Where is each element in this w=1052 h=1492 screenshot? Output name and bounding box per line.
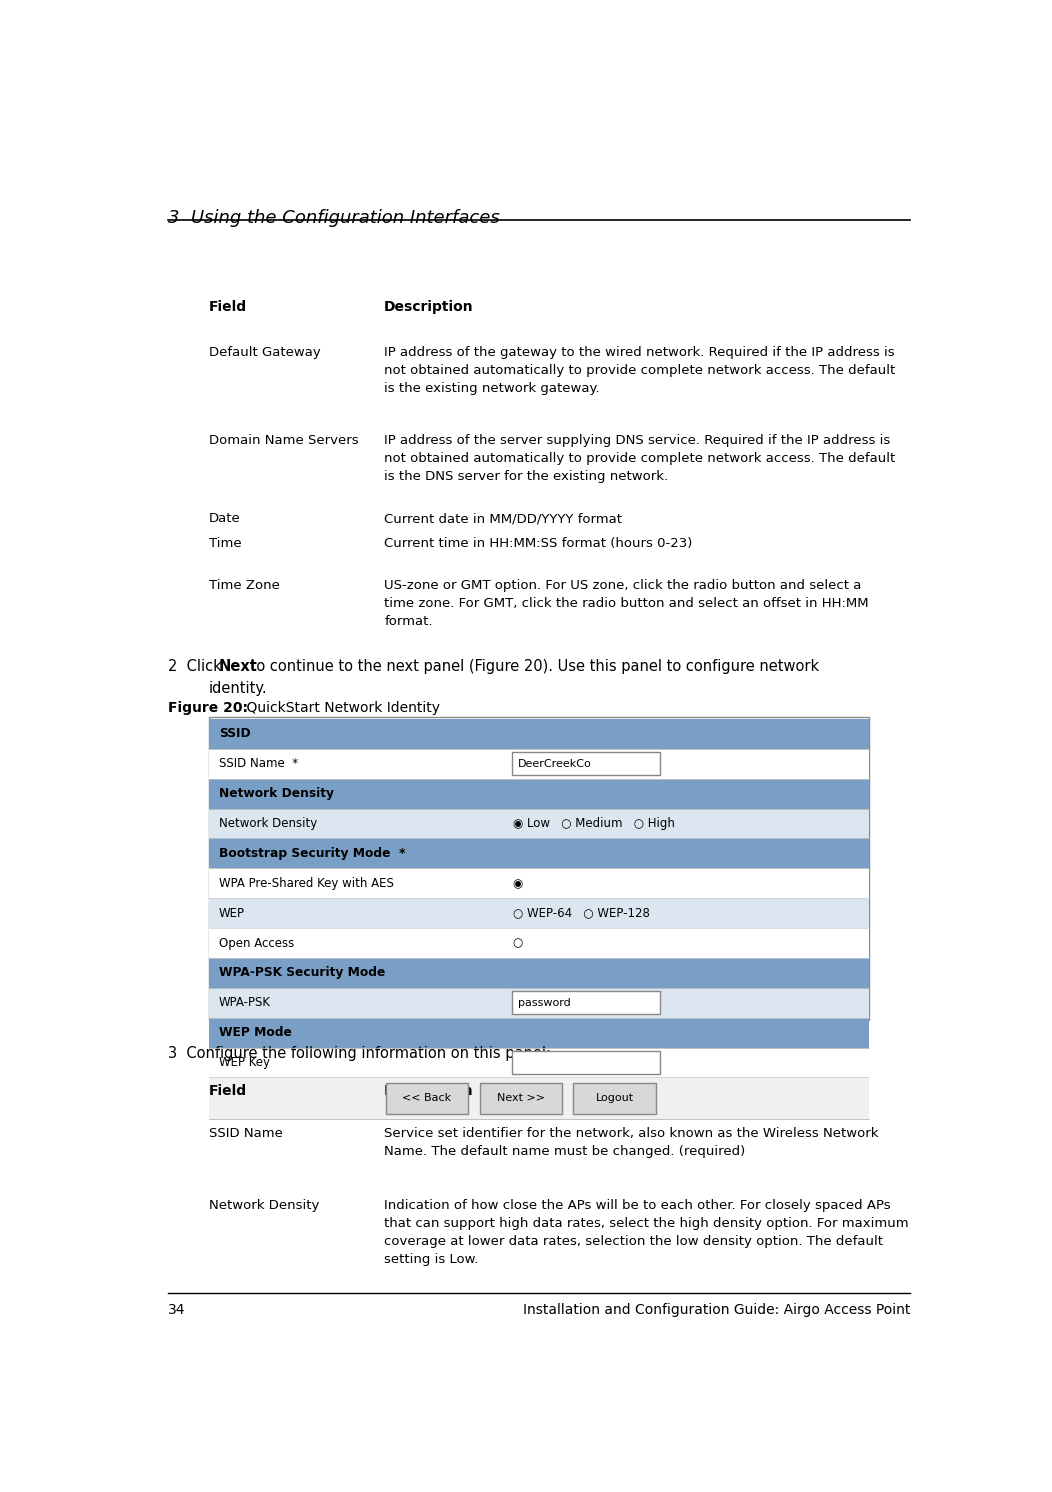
- Text: Time Zone: Time Zone: [209, 579, 280, 592]
- Text: Service set identifier for the network, also known as the Wireless Network
Name.: Service set identifier for the network, …: [384, 1126, 878, 1158]
- Text: WPA-PSK: WPA-PSK: [219, 997, 270, 1009]
- Text: Current date in MM/DD/YYYY format: Current date in MM/DD/YYYY format: [384, 512, 622, 525]
- Text: DeerCreekCo: DeerCreekCo: [518, 759, 591, 768]
- FancyBboxPatch shape: [512, 1052, 661, 1074]
- Text: ◉ Low   ○ Medium   ○ High: ◉ Low ○ Medium ○ High: [512, 818, 674, 830]
- FancyBboxPatch shape: [386, 1083, 468, 1113]
- Text: 2  Click: 2 Click: [168, 659, 226, 674]
- Text: Next: Next: [219, 659, 258, 674]
- Bar: [209, 898, 869, 928]
- Text: WEP Mode: WEP Mode: [219, 1026, 291, 1038]
- Bar: [209, 1077, 869, 1119]
- Text: Network Density: Network Density: [209, 1200, 320, 1212]
- Text: Figure 20:: Figure 20:: [168, 701, 248, 715]
- Bar: [209, 809, 869, 839]
- FancyBboxPatch shape: [480, 1083, 562, 1113]
- Bar: [209, 868, 869, 898]
- Text: SSID: SSID: [219, 728, 250, 740]
- Text: Field: Field: [209, 1085, 247, 1098]
- Text: ○ WEP-64   ○ WEP-128: ○ WEP-64 ○ WEP-128: [512, 907, 649, 919]
- Text: SSID Name  *: SSID Name *: [219, 758, 298, 770]
- Text: 3  Using the Configuration Interfaces: 3 Using the Configuration Interfaces: [168, 209, 500, 227]
- Text: QuickStart Network Identity: QuickStart Network Identity: [229, 701, 441, 715]
- Text: Description: Description: [384, 1085, 473, 1098]
- Text: ○: ○: [512, 937, 523, 949]
- Bar: [209, 958, 869, 988]
- Text: WPA-PSK Security Mode: WPA-PSK Security Mode: [219, 967, 385, 979]
- Text: Field: Field: [209, 300, 247, 313]
- Text: Next >>: Next >>: [497, 1094, 545, 1104]
- Text: Domain Name Servers: Domain Name Servers: [209, 434, 359, 448]
- Text: WPA Pre-Shared Key with AES: WPA Pre-Shared Key with AES: [219, 877, 393, 889]
- Text: 34: 34: [168, 1303, 186, 1316]
- Text: Network Density: Network Density: [219, 818, 317, 830]
- Text: WEP: WEP: [219, 907, 245, 919]
- Bar: [209, 1047, 869, 1077]
- Text: IP address of the gateway to the wired network. Required if the IP address is
no: IP address of the gateway to the wired n…: [384, 346, 895, 394]
- Text: Indication of how close the APs will be to each other. For closely spaced APs
th: Indication of how close the APs will be …: [384, 1200, 909, 1267]
- Bar: [209, 988, 869, 1018]
- FancyBboxPatch shape: [573, 1083, 655, 1113]
- Text: Logout: Logout: [595, 1094, 633, 1104]
- Text: Date: Date: [209, 512, 241, 525]
- Bar: [209, 716, 869, 1021]
- Text: to continue to the next panel (Figure 20). Use this panel to configure network: to continue to the next panel (Figure 20…: [246, 659, 818, 674]
- Text: Current time in HH:MM:SS format (hours 0-23): Current time in HH:MM:SS format (hours 0…: [384, 537, 692, 551]
- Bar: [209, 719, 869, 749]
- Bar: [209, 1018, 869, 1047]
- Bar: [209, 749, 869, 779]
- Text: 3  Configure the following information on this panel:: 3 Configure the following information on…: [168, 1046, 551, 1061]
- Bar: [209, 779, 869, 809]
- Text: US-zone or GMT option. For US zone, click the radio button and select a
time zon: US-zone or GMT option. For US zone, clic…: [384, 579, 869, 628]
- Text: Default Gateway: Default Gateway: [209, 346, 321, 358]
- Text: password: password: [518, 998, 570, 1007]
- Text: Time: Time: [209, 537, 242, 551]
- Text: identity.: identity.: [209, 680, 267, 697]
- Text: ◉: ◉: [512, 877, 523, 889]
- Text: WEP Key: WEP Key: [219, 1056, 269, 1068]
- Text: SSID Name: SSID Name: [209, 1126, 283, 1140]
- FancyBboxPatch shape: [512, 752, 661, 776]
- Text: << Back: << Back: [403, 1094, 451, 1104]
- Text: Bootstrap Security Mode  *: Bootstrap Security Mode *: [219, 847, 405, 859]
- Text: Open Access: Open Access: [219, 937, 294, 949]
- Bar: [209, 928, 869, 958]
- Text: Network Density: Network Density: [219, 788, 333, 800]
- Bar: [209, 839, 869, 868]
- Text: IP address of the server supplying DNS service. Required if the IP address is
no: IP address of the server supplying DNS s…: [384, 434, 895, 483]
- FancyBboxPatch shape: [512, 992, 661, 1015]
- Text: Installation and Configuration Guide: Airgo Access Point: Installation and Configuration Guide: Ai…: [523, 1303, 910, 1316]
- Text: Description: Description: [384, 300, 473, 313]
